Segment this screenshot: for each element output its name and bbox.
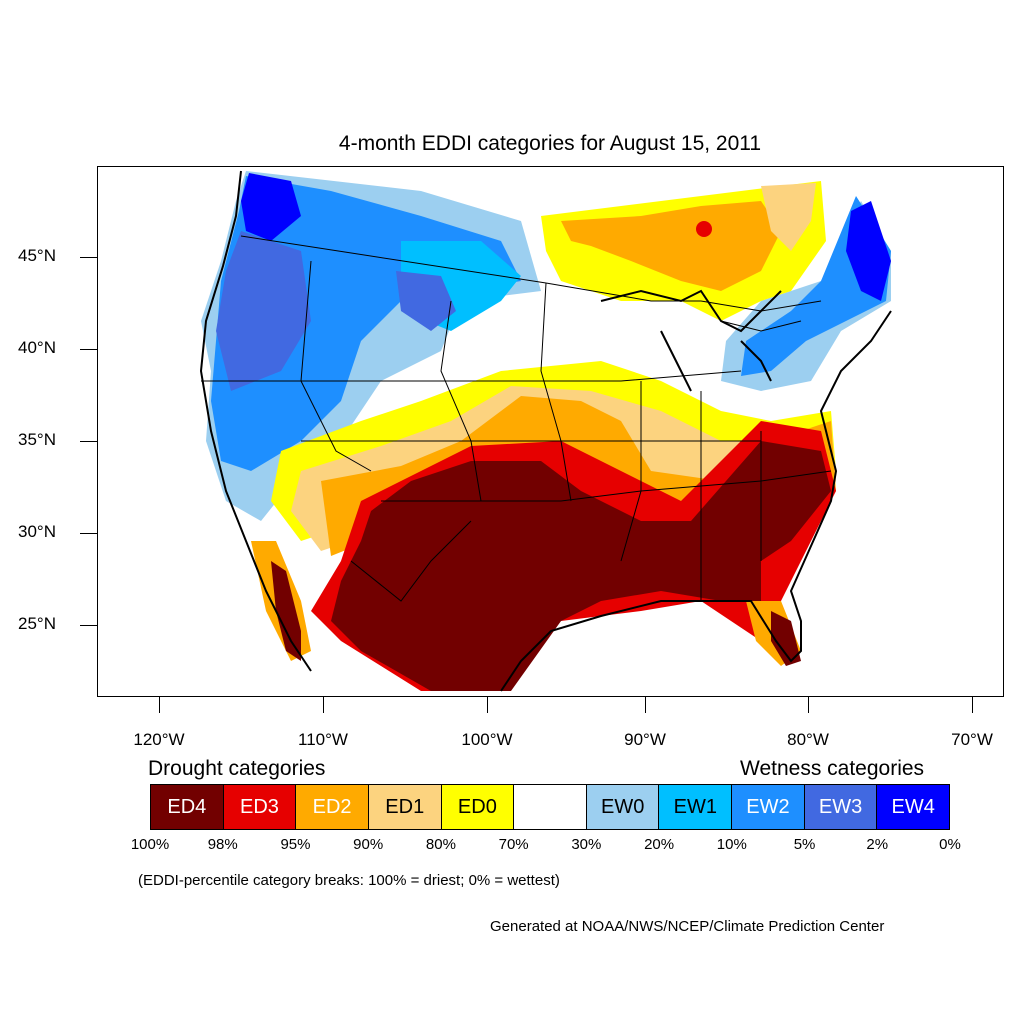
lat-tick <box>80 533 97 534</box>
dry-ed4-florida <box>771 611 801 666</box>
lon-tick <box>972 697 973 713</box>
dry-ed4-central <box>331 441 831 691</box>
legend-break-label: 70% <box>498 836 529 853</box>
lon-label-80: 80°W <box>787 730 829 749</box>
wet-ew3-west <box>216 231 311 391</box>
lon-tick <box>159 697 160 713</box>
legend-break-label: 10% <box>716 836 747 853</box>
legend-cell-ed1: ED1 <box>368 785 442 829</box>
map-title: 4-month EDDI categories for August 15, 2… <box>338 132 762 155</box>
legend-cell-ew3: EW3 <box>804 785 878 829</box>
dry-ed4-baja <box>271 561 301 661</box>
boundaries <box>201 235 832 602</box>
coastline <box>199 170 892 692</box>
credit-line: Generated at NOAA/NWS/NCEP/Climate Predi… <box>490 918 885 935</box>
legend-break-label: 80% <box>425 836 456 853</box>
legend-break-label: 30% <box>571 836 602 853</box>
lat-tick <box>80 441 97 442</box>
lon-label-90: 90°W <box>624 730 666 749</box>
legend-break-label: 20% <box>644 836 675 853</box>
eddi-map <box>97 166 1004 697</box>
legend-break-label: 0% <box>939 836 961 853</box>
wet-ew4-west <box>241 173 301 241</box>
lon-label-100: 100°W <box>461 730 513 749</box>
lon-tick <box>645 697 646 713</box>
lat-tick <box>80 625 97 626</box>
lat-label-25: 25°N <box>18 614 56 633</box>
legend-break-label: 100% <box>130 836 170 853</box>
legend-cell-normal <box>514 785 587 829</box>
lat-tick <box>80 349 97 350</box>
lon-label-70: 70°W <box>951 730 993 749</box>
legend-cell-ew1: EW1 <box>659 785 733 829</box>
lon-tick <box>323 697 324 713</box>
dry-ed3-spot <box>696 221 712 237</box>
lat-label-30: 30°N <box>18 522 56 541</box>
legend-break-label: 5% <box>793 836 816 853</box>
wet-ew4-ne <box>846 201 891 301</box>
legend-cell-ew0: EW0 <box>586 785 660 829</box>
lon-tick <box>808 697 809 713</box>
lon-tick <box>487 697 488 713</box>
dry-ed2-north <box>561 201 781 291</box>
category-breaks-note: (EDDI-percentile category breaks: 100% =… <box>138 872 560 889</box>
lon-label-120: 120°W <box>133 730 185 749</box>
wetness-categories-title: Wetness categories <box>740 757 925 780</box>
legend-break-label: 2% <box>866 836 889 853</box>
legend-break-label: 95% <box>280 836 311 853</box>
lat-label-40: 40°N <box>18 338 56 357</box>
map-graphic <box>199 170 901 692</box>
category-legend: ED4 ED3 ED2 ED1 ED0 EW0 EW1 EW2 EW3 EW4 <box>150 784 950 830</box>
legend-cell-ew2: EW2 <box>732 785 805 829</box>
legend-cell-ed2: ED2 <box>296 785 369 829</box>
legend-cell-ed3: ED3 <box>223 785 297 829</box>
lat-label-45: 45°N <box>18 246 56 265</box>
wet-ew3-west-2 <box>396 271 456 331</box>
lat-label-35: 35°N <box>18 430 56 449</box>
legend-break-label: 90% <box>353 836 384 853</box>
dry-ed1-north <box>761 183 816 251</box>
legend-break-label: 98% <box>207 836 238 853</box>
legend-cell-ed0: ED0 <box>441 785 515 829</box>
lon-label-110: 110°W <box>298 730 348 749</box>
legend-cell-ed4: ED4 <box>151 785 224 829</box>
drought-categories-title: Drought categories <box>148 757 326 780</box>
legend-cell-ew4: EW4 <box>877 785 950 829</box>
lat-tick <box>80 257 97 258</box>
